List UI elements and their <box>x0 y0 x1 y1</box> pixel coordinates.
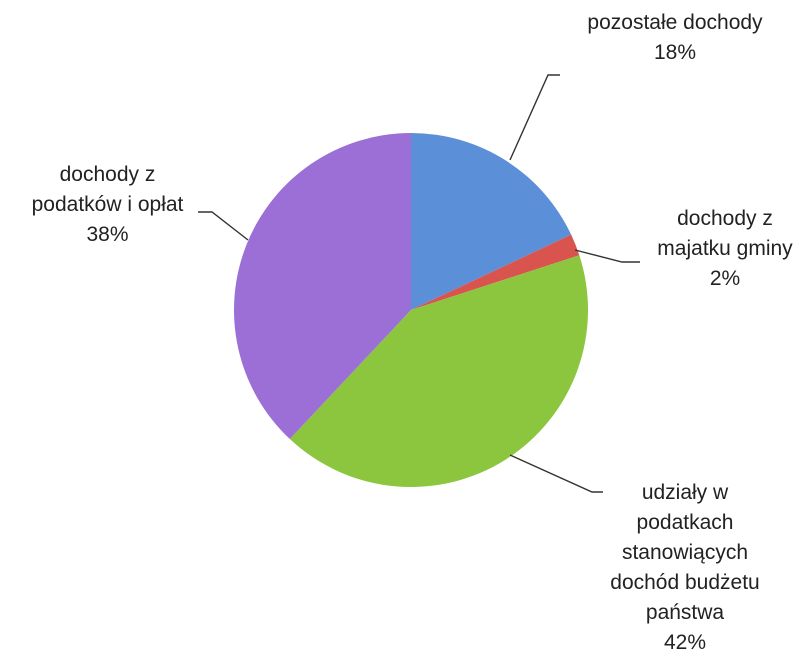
label-line: dochody z <box>59 163 156 186</box>
pie-slice-2 <box>289 255 588 487</box>
slice-label-pozostale: pozostałe dochody 18% <box>540 8 810 68</box>
label-line: majatku gminy <box>657 237 793 260</box>
label-percent: 42% <box>663 631 707 654</box>
slice-label-majatek: dochody z majatku gminy 2% <box>640 204 810 294</box>
label-line: dochód budżetu <box>610 571 760 594</box>
leader-line-0 <box>509 74 560 161</box>
label-line: pozostałe dochody <box>587 11 763 34</box>
pie-slice-1 <box>411 234 580 310</box>
slice-label-udzialy: udziały w podatkach stanowiących dochód … <box>585 478 785 658</box>
leader-line-3 <box>198 211 249 241</box>
label-line: państwa <box>645 601 725 624</box>
pie-slice-0 <box>411 133 572 310</box>
label-line: podatków i opłat <box>31 193 184 216</box>
label-line: podatkach <box>636 511 734 534</box>
label-percent: 38% <box>86 223 129 246</box>
label-line: stanowiących <box>621 541 749 564</box>
pie-slice-3 <box>234 133 411 440</box>
label-percent: 18% <box>653 41 697 64</box>
leader-line-1 <box>574 249 640 263</box>
label-line: dochody z <box>677 207 773 230</box>
label-line: udziały w <box>641 481 729 504</box>
leader-line-2 <box>509 454 603 493</box>
label-percent: 2% <box>709 267 741 290</box>
slice-label-podatki: dochody z podatków i opłat 38% <box>0 160 215 250</box>
